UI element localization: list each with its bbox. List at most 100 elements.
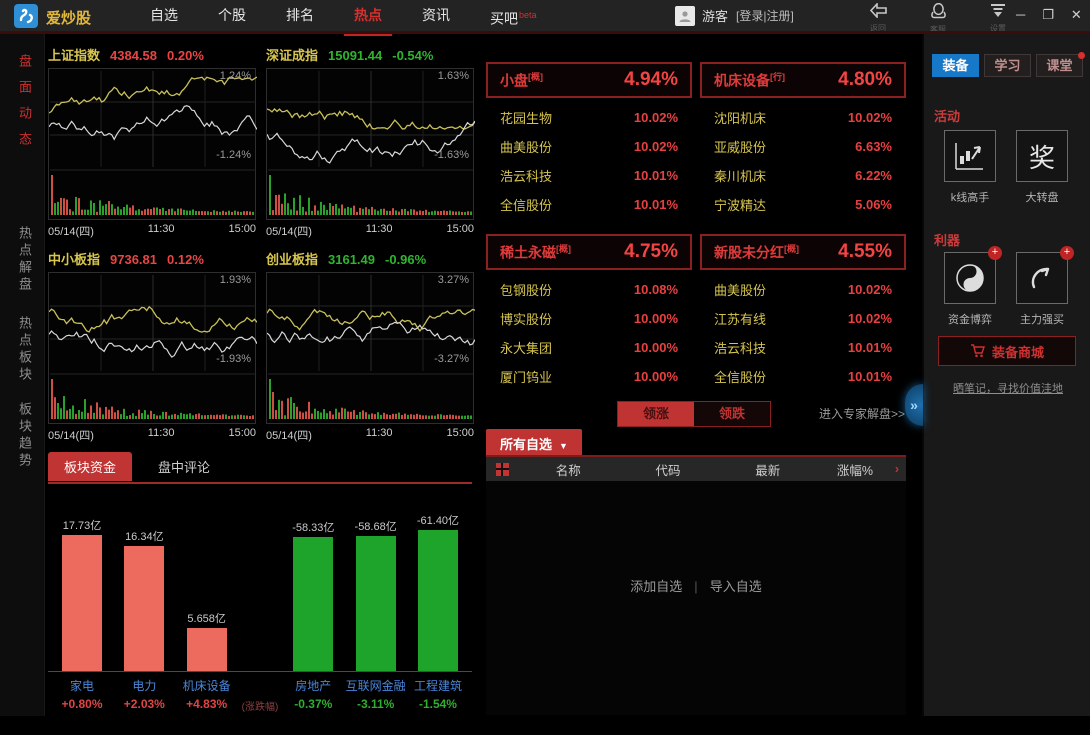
stock-change: 5.06% <box>855 197 892 212</box>
col-name: 名称 <box>555 463 581 478</box>
sidebar-collapse-handle[interactable]: » <box>905 384 923 426</box>
nav-tab-zixun[interactable]: 资讯 <box>422 7 450 23</box>
sector-stock-row[interactable]: 曲美股份 10.02% <box>700 275 906 304</box>
sidebar-item-redianbankuai[interactable]: 热点板块 <box>17 316 32 384</box>
sidebar-item-panmiandongtai[interactable]: 盘面动态 <box>17 54 32 158</box>
gear-shop-button[interactable]: 装备商城 <box>938 336 1076 366</box>
nav-tab-paiming[interactable]: 排名 <box>286 7 314 23</box>
back-button[interactable]: 返回 <box>860 1 896 35</box>
sector-stock-row[interactable]: 浩云科技 10.01% <box>700 333 906 362</box>
import-watchlist-link[interactable]: 导入自选 <box>709 579 762 594</box>
sector-panel-header[interactable]: 机床设备[行] 4.80% <box>700 62 906 98</box>
sector-stock-row[interactable]: 博实股份 10.00% <box>486 304 692 333</box>
funds-tab-underline <box>48 482 472 484</box>
sector-stock-row[interactable]: 沈阳机床 10.02% <box>700 103 906 132</box>
support-label: 客服 <box>930 25 946 34</box>
sector-stock-row[interactable]: 浩云科技 10.01% <box>486 161 692 190</box>
sector-panel-header[interactable]: 小盘[概] 4.94% <box>486 62 692 98</box>
fund-bar-value: -58.33亿 <box>292 522 335 535</box>
stock-change: 10.02% <box>633 139 678 154</box>
kline-master-button[interactable] <box>944 130 996 182</box>
back-arrow-icon <box>869 1 887 20</box>
stock-change: 10.02% <box>847 110 892 125</box>
sector-panel-header[interactable]: 新股未分红[概] 4.55% <box>700 234 906 270</box>
sector-stock-row[interactable]: 秦川机床 6.22% <box>700 161 906 190</box>
tab-sector-funds[interactable]: 板块资金 <box>48 451 133 481</box>
lucky-wheel-button[interactable]: 奖 <box>1016 130 1068 182</box>
sector-stock-row[interactable]: 包钢股份 10.08% <box>486 275 692 304</box>
fund-game-button[interactable]: + <box>944 246 1002 304</box>
stock-name: 浩云科技 <box>500 169 553 184</box>
nav-tab-zixuan[interactable]: 自选 <box>150 7 178 23</box>
shopping-cart-icon <box>970 344 985 358</box>
topbar-divider <box>0 31 1090 34</box>
index-block-zhongxiaoban: 中小板指 9736.81 0.12% 1.93% -1.93% 05/14(四) 11:… <box>48 248 258 443</box>
chart-range-top: 1.93% <box>219 274 251 286</box>
grid-view-icon[interactable] <box>496 462 509 476</box>
tab-zhuangbei[interactable]: 装备 <box>932 54 979 77</box>
sector-stock-row[interactable]: 厦门钨业 10.00% <box>486 362 692 391</box>
minimize-button[interactable]: ─ <box>1016 7 1026 22</box>
right-sidebar: 装备 学习 课堂 活动 奖 k线高手 大转盘 利器 + + 资金博弈 主力强买 … <box>922 34 1090 716</box>
sector-name: 稀土永磁 <box>500 244 556 261</box>
prize-icon: 奖 <box>1028 142 1055 173</box>
sector-name: 机床设备 <box>714 72 770 89</box>
index-mini-chart[interactable]: 3.27% -3.27% <box>266 272 476 424</box>
index-mini-chart[interactable]: 1.24% -1.24% <box>48 68 258 220</box>
maximize-button[interactable]: ❐ <box>1042 7 1054 22</box>
index-header: 中小板指 9736.81 0.12% <box>48 248 256 272</box>
tab-ketang[interactable]: 课堂 <box>1036 52 1085 77</box>
toggle-gainers[interactable]: 领涨 <box>618 402 694 426</box>
sector-stock-row[interactable]: 曲美股份 10.02% <box>486 132 692 161</box>
sector-stock-row[interactable]: 亚威股份 6.63% <box>700 132 906 161</box>
login-link[interactable]: [登录 <box>736 9 764 23</box>
fund-bar-rect <box>355 536 396 671</box>
main-force-buy-label: 主力强买 <box>1020 314 1064 326</box>
index-mini-chart[interactable]: 1.63% -1.63% <box>266 68 476 220</box>
stock-name: 江苏有线 <box>714 312 767 327</box>
sector-stock-row[interactable]: 宁波精达 5.06% <box>700 190 906 219</box>
sector-stock-row[interactable]: 永大集团 10.00% <box>486 333 692 362</box>
index-value: 4384.58 <box>110 48 158 63</box>
expert-analysis-link[interactable]: 进入专家解盘>> <box>818 407 905 421</box>
settings-button[interactable]: 设置 <box>980 3 1016 35</box>
main-force-buy-button[interactable]: + <box>1016 246 1074 304</box>
sidebar-item-bankuaiqushi[interactable]: 板块趋势 <box>17 402 32 470</box>
avatar[interactable] <box>675 5 695 26</box>
index-change: -0.54% <box>392 48 434 63</box>
index-name: 上证指数 <box>48 48 101 63</box>
index-mini-chart[interactable]: 1.93% -1.93% <box>48 272 258 424</box>
toggle-losers[interactable]: 领跌 <box>694 402 770 426</box>
fund-bar-pct: +2.03% <box>123 697 165 711</box>
watchlist-tab[interactable]: 所有自选 ▼ <box>486 429 582 458</box>
watchlist-body: 添加自选 | 导入自选 <box>486 481 906 715</box>
nav-tab-redian[interactable]: 热点 <box>334 0 402 36</box>
fund-bar-pct: -1.54% <box>418 697 457 711</box>
nav-tab-gegu[interactable]: 个股 <box>218 7 246 23</box>
tab-xuexi[interactable]: 学习 <box>984 54 1031 77</box>
value-hunting-link[interactable]: 晒笔记，寻找价值洼地 <box>953 383 1063 395</box>
close-button[interactable]: ✕ <box>1070 7 1082 22</box>
sector-stock-row[interactable]: 江苏有线 10.02% <box>700 304 906 333</box>
header-arrow-icon[interactable]: › <box>894 462 900 476</box>
chart-range-bottom: -3.27% <box>434 353 469 365</box>
toolbar-icons: 返回 客服 设置 <box>860 1 1016 35</box>
stock-change: 10.00% <box>633 369 678 384</box>
register-link[interactable]: 注册] <box>766 9 794 23</box>
sector-funds-bar-chart: 17.73亿 16.34亿 5.658亿 -58.33亿 -58.68亿 -61.40亿家… <box>48 500 472 713</box>
sector-stock-row[interactable]: 全信股份 10.01% <box>700 362 906 391</box>
sector-panel-header[interactable]: 稀土永磁[概] 4.75% <box>486 234 692 270</box>
nav-tab-maiba[interactable]: 买吧beta <box>470 0 557 31</box>
tab-intraday-comments[interactable]: 盘中评论 <box>158 459 211 475</box>
chart-range-top: 1.63% <box>437 70 469 82</box>
support-button[interactable]: 客服 <box>920 2 956 35</box>
sector-stock-row[interactable]: 全信股份 10.01% <box>486 190 692 219</box>
bars-row: 17.73亿 16.34亿 5.658亿 -58.33亿 -58.68亿 -61.40亿 <box>48 500 472 672</box>
sector-stock-row[interactable]: 花园生物 10.02% <box>486 103 692 132</box>
tab-ketang-label: 课堂 <box>1046 58 1073 73</box>
fund-bar-category: 机床设备 <box>182 679 231 693</box>
index-name: 深证成指 <box>266 48 319 63</box>
add-watchlist-link[interactable]: 添加自选 <box>630 579 683 594</box>
sidebar-item-redianjiepan[interactable]: 热点解盘 <box>17 226 32 294</box>
stock-change: 10.02% <box>847 282 892 297</box>
